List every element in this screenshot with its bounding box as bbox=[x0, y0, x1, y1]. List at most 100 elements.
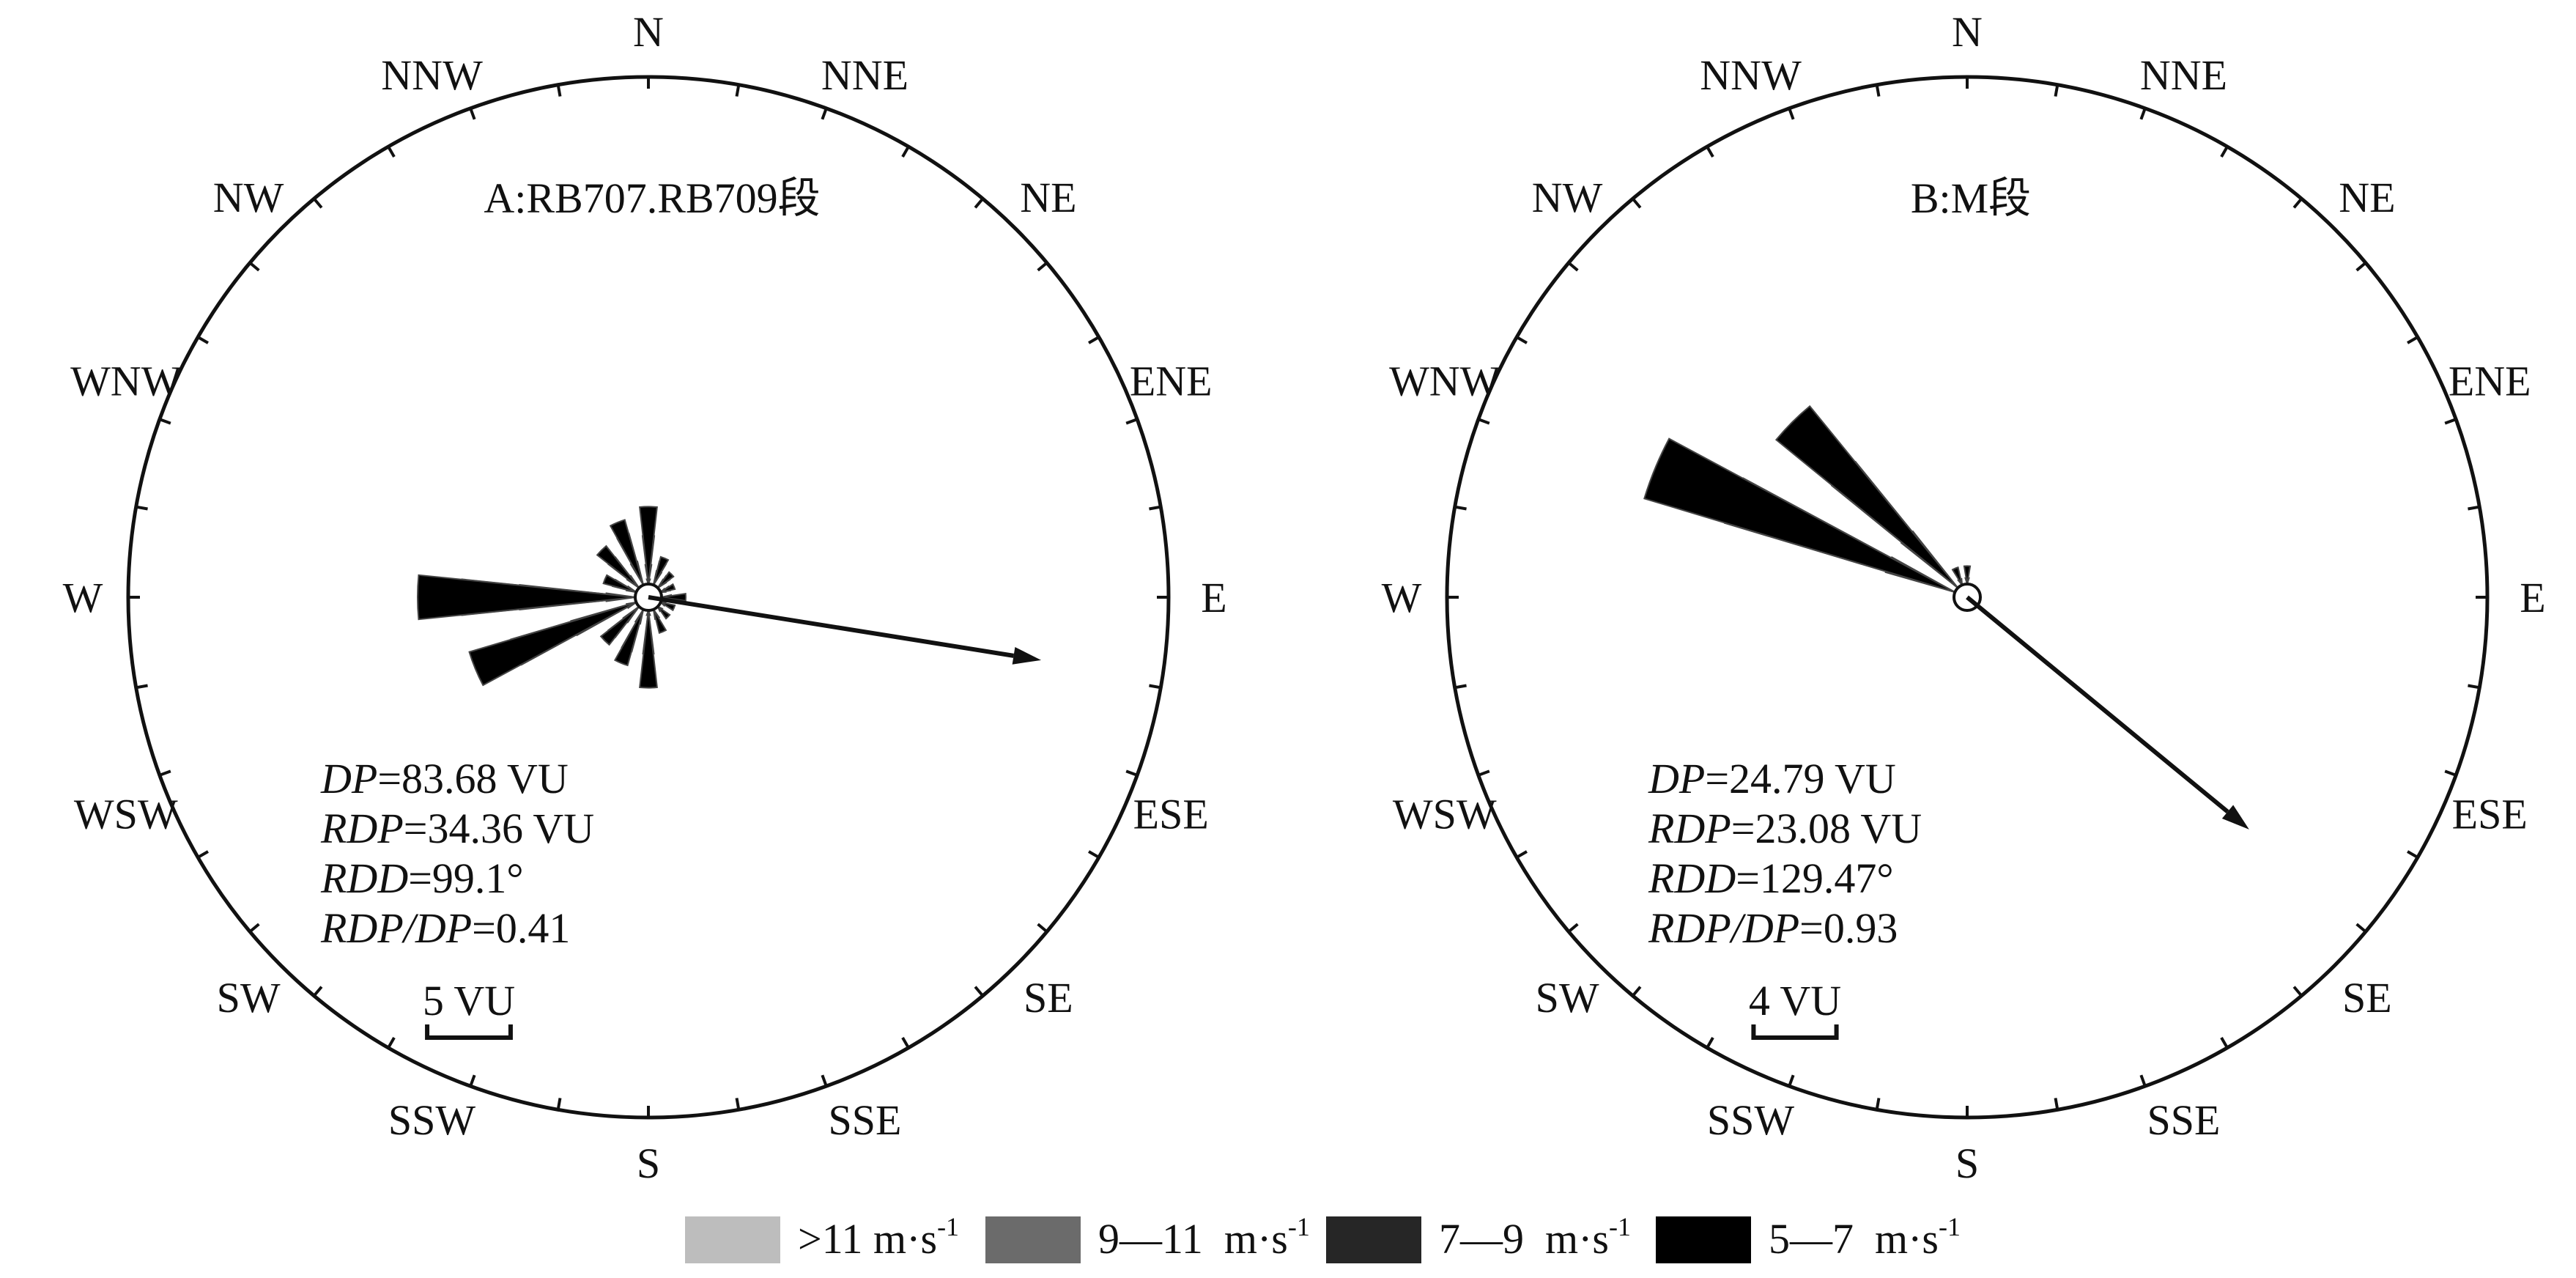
legend-text: >11 m·s bbox=[798, 1215, 937, 1263]
circle-tick bbox=[821, 1074, 828, 1087]
petal-nnw-band-3 bbox=[1951, 566, 1964, 586]
petal-nne-band-3 bbox=[652, 555, 670, 586]
direction-label-ene: ENE bbox=[1130, 358, 1213, 405]
stat-key: RDP/DP bbox=[320, 904, 472, 952]
petal-e-band-3 bbox=[661, 592, 686, 602]
direction-label-sse: SSE bbox=[2147, 1096, 2220, 1144]
scale-bar-label: 5 VU bbox=[423, 977, 515, 1024]
circle-tick bbox=[556, 1098, 562, 1110]
panel-title: B:M段 bbox=[1911, 174, 2031, 222]
petals bbox=[417, 506, 686, 689]
stat-value: =34.36 VU bbox=[404, 805, 594, 852]
circle-tick bbox=[821, 108, 828, 120]
stat-dp: DP=24.79 VU bbox=[1648, 755, 1896, 802]
circle-tick bbox=[469, 1074, 476, 1087]
wind-rose-panel-b: N NNE NE ENE E ESE SE SSE S SSW SW WSW W WNW NW NNW B:M段… bbox=[1382, 8, 2546, 1187]
stat-key: RDP/DP bbox=[1648, 904, 1799, 952]
direction-label-s: S bbox=[637, 1140, 660, 1187]
legend-swatch-0 bbox=[685, 1216, 780, 1263]
circle-tick bbox=[2292, 986, 2303, 997]
direction-label-ese: ESE bbox=[1133, 790, 1209, 838]
stat-key: DP bbox=[320, 755, 377, 802]
circle-tick bbox=[1706, 146, 1714, 158]
circle-tick bbox=[1788, 1074, 1795, 1087]
direction-label-ese: ESE bbox=[2452, 790, 2528, 838]
circle-tick bbox=[901, 146, 910, 158]
legend-text: 9—11 m·s bbox=[1098, 1215, 1288, 1263]
stat-rdp: RDP=23.08 VU bbox=[1648, 805, 1922, 852]
circle-tick bbox=[248, 262, 260, 272]
circle-tick bbox=[2220, 146, 2229, 158]
circle-tick bbox=[1149, 684, 1161, 690]
stat-value: =0.41 bbox=[472, 904, 570, 952]
direction-label-se: SE bbox=[2342, 974, 2392, 1022]
petal-wnw-band-3 bbox=[1643, 437, 1955, 594]
stat-key: RDP bbox=[1648, 805, 1731, 852]
circle-tick bbox=[1125, 418, 1138, 425]
legend-swatch-1 bbox=[985, 1216, 1081, 1263]
circle-tick bbox=[1037, 262, 1048, 272]
circle-tick bbox=[2355, 262, 2367, 272]
direction-label-se: SE bbox=[1024, 974, 1073, 1022]
circle-tick bbox=[159, 769, 171, 777]
legend-swatch-3 bbox=[1656, 1216, 1751, 1263]
direction-label-w: W bbox=[1382, 574, 1422, 621]
circle-tick bbox=[1875, 1098, 1881, 1110]
circle-tick bbox=[2355, 923, 2367, 933]
stat-value: =129.47° bbox=[1736, 854, 1893, 902]
circle-tick bbox=[974, 986, 984, 997]
circle-tick bbox=[2292, 197, 2303, 209]
petal-s-band-3 bbox=[639, 610, 658, 689]
scale-bar bbox=[1751, 1024, 1839, 1040]
direction-label-ssw: SSW bbox=[388, 1096, 476, 1144]
circle-tick bbox=[1516, 336, 1528, 344]
circle-tick bbox=[2139, 108, 2147, 120]
direction-label-wnw: WNW bbox=[1389, 358, 1500, 405]
petal-ssw-band-3 bbox=[613, 609, 645, 667]
circle-tick bbox=[1478, 418, 1490, 425]
direction-label-sse: SSE bbox=[828, 1096, 901, 1144]
direction-label-sw: SW bbox=[1536, 974, 1599, 1022]
direction-label-nnw: NNW bbox=[381, 51, 483, 99]
circle-tick bbox=[1567, 262, 1579, 272]
circle-tick bbox=[313, 986, 323, 997]
circle-tick bbox=[1632, 986, 1642, 997]
stat-value: =24.79 VU bbox=[1705, 755, 1895, 802]
circle-tick bbox=[2054, 84, 2059, 97]
legend-superscript: -1 bbox=[1939, 1212, 1961, 1241]
circle-tick bbox=[1516, 850, 1528, 859]
circle-tick bbox=[1567, 923, 1579, 933]
circle-tick bbox=[248, 923, 260, 933]
legend-superscript: -1 bbox=[1609, 1212, 1631, 1241]
circle-tick bbox=[1706, 1037, 1714, 1049]
resultant-arrow-head bbox=[1012, 647, 1042, 665]
legend-label-0: >11 m·s-1 bbox=[798, 1212, 959, 1263]
resultant-arrow-shaft bbox=[1966, 595, 2229, 814]
stat-key: RDD bbox=[1648, 854, 1736, 902]
circle-tick bbox=[974, 197, 984, 209]
direction-label-n: N bbox=[1952, 8, 1983, 56]
stat-value: =0.93 bbox=[1799, 904, 1898, 952]
direction-label-wsw: WSW bbox=[74, 790, 178, 838]
legend-text: 5—7 m·s bbox=[1769, 1215, 1939, 1263]
direction-label-ne: NE bbox=[2339, 174, 2395, 221]
circle-tick bbox=[1088, 336, 1100, 344]
stat-key: RDD bbox=[320, 854, 408, 902]
stat-dp: DP=83.68 VU bbox=[320, 755, 569, 802]
stat-key: RDP bbox=[320, 805, 404, 852]
circle-tick bbox=[1037, 923, 1048, 933]
circle-tick bbox=[1454, 684, 1467, 690]
petal-ne-band-3 bbox=[656, 571, 675, 589]
legend-label-3: 5—7 m·s-1 bbox=[1769, 1212, 1961, 1263]
stat-rdp: RDP=34.36 VU bbox=[320, 805, 594, 852]
direction-label-e: E bbox=[1201, 574, 1226, 621]
direction-label-wsw: WSW bbox=[1393, 790, 1497, 838]
circle-tick bbox=[2444, 769, 2457, 777]
circle-tick bbox=[197, 850, 209, 859]
circle-tick bbox=[1454, 505, 1467, 511]
circle-tick bbox=[735, 84, 741, 97]
wind-rose-panel-a: N NNE NE ENE E ESE SE SSE S SSW SW WSW W WNW NW NNW A:RB… bbox=[63, 8, 1227, 1187]
petal-sse-band-3 bbox=[652, 609, 667, 635]
scale-bar-label: 4 VU bbox=[1749, 977, 1841, 1024]
